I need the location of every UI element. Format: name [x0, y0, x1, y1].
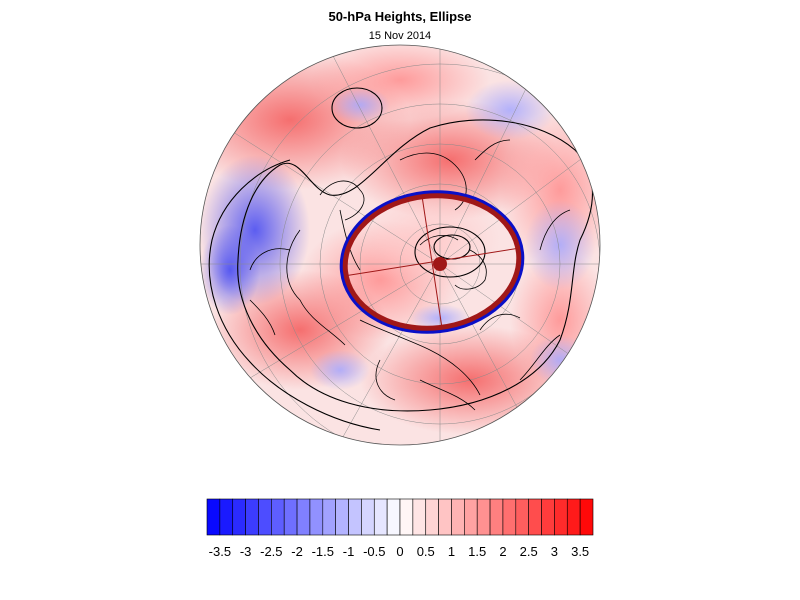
- colorbar-bin: [541, 498, 555, 536]
- colorbar-tick-label: -3: [240, 544, 252, 559]
- colorbar-tick-label: -0.5: [363, 544, 385, 559]
- colorbar-bin: [502, 498, 517, 536]
- colorbar-bin: [464, 498, 478, 536]
- ellipse-center-marker: [433, 257, 447, 271]
- colorbar-tick-label: 3: [551, 544, 558, 559]
- colorbar-bin: [489, 498, 504, 536]
- colorbar-bin: [515, 498, 529, 536]
- colorbar-bin: [335, 498, 349, 536]
- ellipse-outline-red: [342, 193, 522, 331]
- globe-fill: [200, 45, 600, 445]
- colorbar-bin: [399, 498, 414, 536]
- colorbar-bin: [232, 498, 246, 536]
- colorbar-bin: [206, 498, 221, 536]
- colorbar-bin: [451, 498, 465, 536]
- colorbar-bin: [361, 498, 375, 536]
- graticule: [200, 45, 600, 445]
- colorbar-tick-label: 0: [396, 544, 403, 559]
- colorbar-tick-label: 0.5: [417, 544, 435, 559]
- ellipse-outline-blue: [339, 190, 525, 334]
- colorbar-tick-label: 1: [448, 544, 455, 559]
- colorbar-tick-label: 2: [499, 544, 506, 559]
- vortex-ellipse: [339, 190, 525, 334]
- colorbar-bin: [438, 498, 452, 536]
- colorbar-tick-label: 1.5: [468, 544, 486, 559]
- colorbar-bin: [566, 498, 581, 536]
- colorbar-bin: [219, 498, 234, 536]
- ellipse-axes: [343, 195, 521, 329]
- map-date: 15 Nov 2014: [368, 30, 432, 42]
- colorbar-bin: [412, 498, 427, 536]
- colorbar-bin: [386, 498, 401, 536]
- colorbar-tick-label: -2: [291, 544, 303, 559]
- colorbar-bin: [258, 498, 272, 536]
- colorbar-bin: [245, 498, 259, 536]
- colorbar-tick-label: -1.5: [312, 544, 334, 559]
- colorbar-bin: [271, 498, 285, 536]
- colorbar-tick-label: 2.5: [520, 544, 538, 559]
- colorbar-bin: [425, 498, 439, 536]
- colorbar-bin: [322, 498, 336, 536]
- map-title: 50-hPa Heights, Ellipse: [328, 9, 472, 24]
- colorbar-tick-label: -2.5: [260, 544, 282, 559]
- colorbar-bin: [528, 498, 542, 536]
- colorbar-bin: [309, 498, 324, 536]
- colorbar-bin: [373, 498, 388, 536]
- colorbar-bin: [283, 498, 298, 536]
- colorbar-bin: [579, 498, 594, 536]
- colorbar-bin: [476, 498, 491, 536]
- colorbar-tick-label: -3.5: [209, 544, 231, 559]
- colorbar-bin: [296, 498, 311, 536]
- colorbar-bin: [348, 498, 362, 536]
- colorbar-bin: [554, 498, 568, 536]
- colorbar-tick-label: 3.5: [571, 544, 589, 559]
- globe-outline: [199, 44, 601, 446]
- colorbar-tick-label: -1: [343, 544, 355, 559]
